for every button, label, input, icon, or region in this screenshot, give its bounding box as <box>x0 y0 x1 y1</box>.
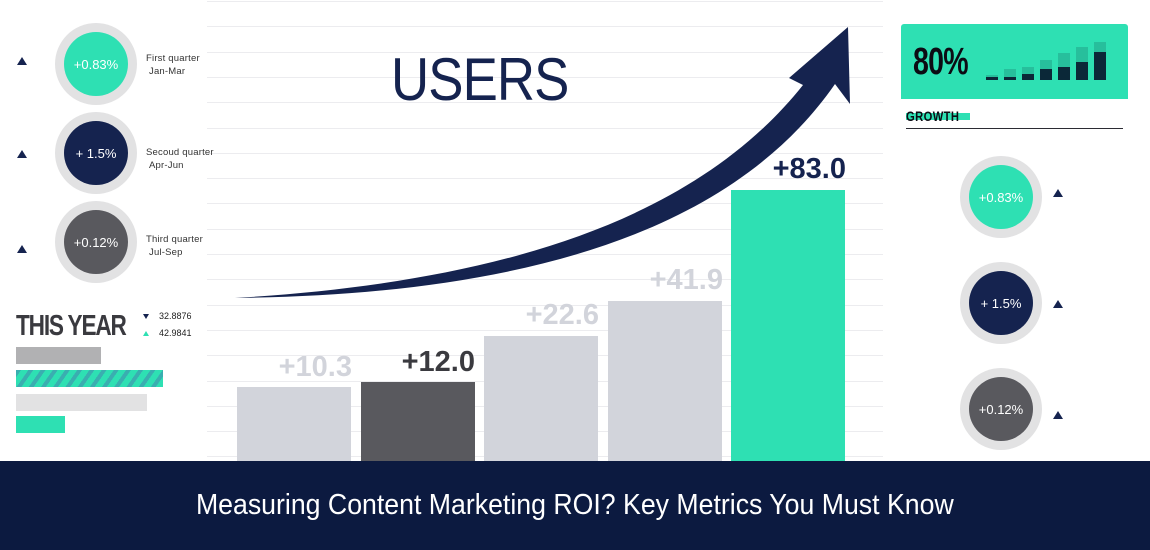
quarter-1-name: First quarter <box>146 53 200 64</box>
quarter-1-badge: +0.83% <box>55 23 137 105</box>
mini-bar-value <box>1094 52 1106 80</box>
gridline <box>207 102 883 103</box>
banner-title: Measuring Content Marketing ROI? Key Met… <box>196 489 954 521</box>
bar-3-label: +22.6 <box>525 299 599 331</box>
this-year-legend-high: 42.9841 <box>143 328 192 338</box>
gridline <box>207 305 883 306</box>
this-year-bar-3 <box>16 394 147 411</box>
quarter-3-range: Jul-Sep <box>149 247 183 258</box>
gridline <box>207 203 883 204</box>
trend-up-icon <box>17 57 27 65</box>
quarter-3-badge: +0.12% <box>55 201 137 283</box>
growth-divider <box>906 128 1123 129</box>
legend-value-low: 32.8876 <box>159 311 192 321</box>
gridline <box>207 229 883 230</box>
gridline <box>207 330 883 331</box>
mini-bar-value <box>1040 69 1052 80</box>
triangle-down-icon <box>143 313 149 319</box>
mini-bar-value <box>1004 77 1016 80</box>
quarter-2-label: Secoud quarter Apr-Jun <box>146 146 214 172</box>
gridline <box>207 77 883 78</box>
trend-up-icon <box>1053 300 1063 308</box>
bar-2-label: +12.0 <box>401 346 475 378</box>
quarter-3-name: Third quarter <box>146 234 203 245</box>
quarter-3-label: Third quarter Jul-Sep <box>146 233 203 259</box>
trend-up-icon <box>1053 189 1063 197</box>
gridline <box>207 52 883 53</box>
bar-1 <box>237 387 351 462</box>
chart-title: USERS <box>391 46 569 113</box>
mini-bar-value <box>1022 74 1034 80</box>
mini-bar-value <box>1076 62 1088 80</box>
gridline <box>207 1 883 2</box>
mini-bar-value <box>1058 67 1070 80</box>
title-banner: Measuring Content Marketing ROI? Key Met… <box>0 461 1150 550</box>
bar-4-label: +41.9 <box>649 264 723 296</box>
growth-accent-bar <box>906 113 970 120</box>
bar-3 <box>484 336 598 462</box>
this-year-legend-low: 32.8876 <box>143 311 192 321</box>
growth-value: 80% <box>913 41 969 83</box>
metric-2-value: + 1.5% <box>969 271 1033 335</box>
quarter-2-value: + 1.5% <box>64 121 128 185</box>
quarter-1-range: Jan-Mar <box>149 66 186 77</box>
bar-1-label: +10.3 <box>278 351 352 383</box>
metric-3-badge: +0.12% <box>960 368 1042 450</box>
metric-1-value: +0.83% <box>969 165 1033 229</box>
gridline <box>207 26 883 27</box>
gridline <box>207 178 883 179</box>
quarter-1-value: +0.83% <box>64 32 128 96</box>
this-year-bar-1 <box>16 347 101 364</box>
quarter-2-name: Secoud quarter <box>146 147 214 158</box>
gridline <box>207 279 883 280</box>
this-year-title: THIS YEAR <box>16 310 127 342</box>
triangle-up-icon <box>143 330 149 336</box>
quarter-3-value: +0.12% <box>64 210 128 274</box>
this-year-bar-4 <box>16 416 65 433</box>
trend-up-icon <box>1053 411 1063 419</box>
metric-3-value: +0.12% <box>969 377 1033 441</box>
mini-bar-value <box>986 77 998 80</box>
gridline <box>207 128 883 129</box>
growth-card: 80% <box>901 24 1128 99</box>
bar-2 <box>361 382 475 462</box>
bar-5 <box>731 190 845 462</box>
mini-bar-background <box>1004 69 1016 80</box>
trend-arrow-icon <box>235 27 850 298</box>
quarter-2-range: Apr-Jun <box>149 160 184 171</box>
metric-1-badge: +0.83% <box>960 156 1042 238</box>
bar-5-label: +83.0 <box>772 153 846 185</box>
trend-up-icon <box>17 150 27 158</box>
legend-value-high: 42.9841 <box>159 328 192 338</box>
quarter-2-badge: + 1.5% <box>55 112 137 194</box>
growth-label: GROWTH <box>906 108 960 124</box>
metric-2-badge: + 1.5% <box>960 262 1042 344</box>
trend-up-icon <box>17 245 27 253</box>
bar-4 <box>608 301 722 462</box>
this-year-bar-2 <box>16 370 163 387</box>
quarter-1-label: First quarter Jan-Mar <box>146 52 200 78</box>
gridline <box>207 153 883 154</box>
